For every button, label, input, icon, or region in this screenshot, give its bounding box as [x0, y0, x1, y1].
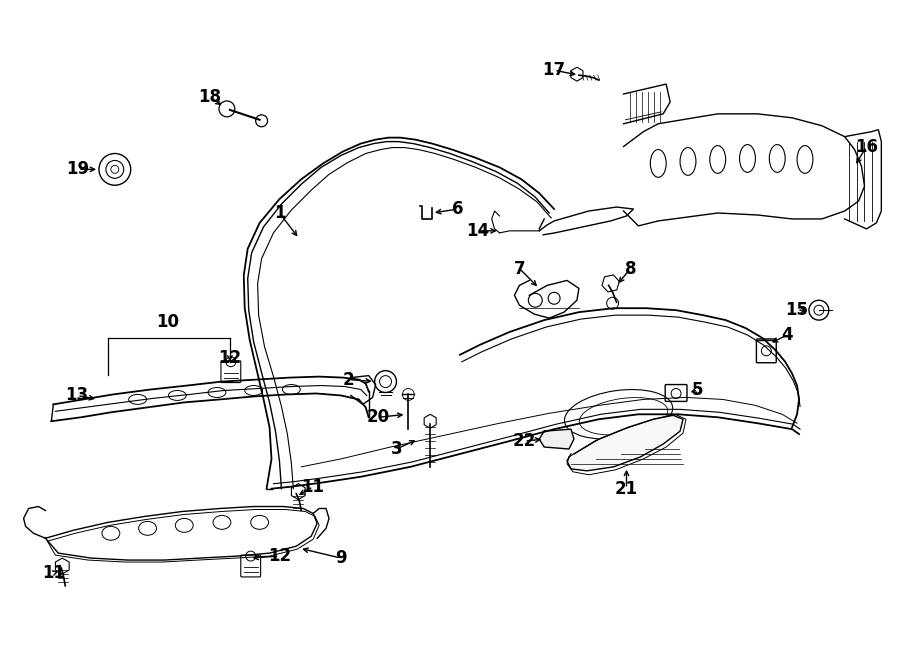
Text: 5: 5	[692, 381, 704, 399]
Text: 12: 12	[219, 349, 241, 367]
Text: 4: 4	[781, 326, 793, 344]
Text: 11: 11	[302, 478, 325, 496]
Text: 15: 15	[786, 301, 808, 319]
Text: 21: 21	[615, 480, 638, 498]
Text: 12: 12	[268, 547, 291, 565]
Text: 22: 22	[513, 432, 536, 450]
Text: 16: 16	[855, 138, 878, 156]
Text: 9: 9	[335, 549, 346, 567]
Text: 8: 8	[625, 260, 636, 277]
Polygon shape	[567, 415, 683, 471]
Polygon shape	[539, 429, 574, 449]
Text: 14: 14	[466, 222, 490, 240]
Text: 20: 20	[367, 408, 391, 426]
Text: 11: 11	[42, 564, 65, 582]
Text: 3: 3	[391, 440, 402, 458]
Text: 2: 2	[343, 371, 355, 389]
Text: 17: 17	[543, 61, 566, 79]
Text: 13: 13	[66, 387, 89, 404]
Text: 7: 7	[514, 260, 526, 277]
Text: 19: 19	[67, 160, 90, 178]
Text: 6: 6	[452, 200, 464, 218]
Text: 18: 18	[199, 88, 221, 106]
Text: 10: 10	[156, 313, 179, 331]
Text: 1: 1	[274, 204, 285, 222]
